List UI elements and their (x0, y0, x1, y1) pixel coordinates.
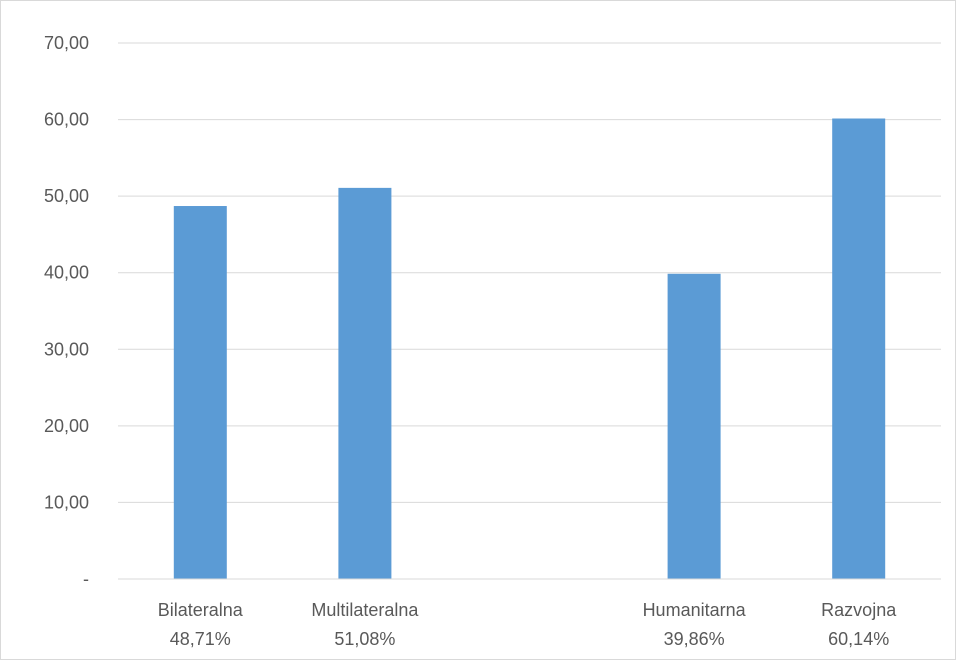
x-axis-labels: Bilateralna 48,71% Multilateralna 51,08% Hum… (158, 600, 897, 649)
y-tick-label: - (83, 569, 89, 589)
gridlines (118, 42, 941, 503)
x-category-label: Razvojna (821, 600, 897, 620)
bar-multilateralna (338, 187, 392, 579)
x-category-percent: 60,14% (828, 629, 889, 649)
y-tick-label: 20,00 (44, 416, 89, 436)
bar-razvojna (832, 118, 886, 580)
x-category-label: Bilateralna (158, 600, 244, 620)
y-tick-label: 10,00 (44, 492, 89, 512)
x-category-label: Humanitarna (643, 600, 747, 620)
bar-bilateralna (173, 206, 227, 579)
y-tick-label: 50,00 (44, 186, 89, 206)
y-tick-label: 40,00 (44, 263, 89, 283)
x-category-percent: 51,08% (334, 629, 395, 649)
x-category-percent: 39,86% (664, 629, 725, 649)
y-tick-label: 60,00 (44, 110, 89, 130)
bar-humanitarna (667, 273, 721, 579)
y-tick-label: 30,00 (44, 339, 89, 359)
x-category-label: Multilateralna (311, 600, 419, 620)
y-tick-label: 70,00 (44, 33, 89, 53)
x-category-percent: 48,71% (170, 629, 231, 649)
bars (173, 118, 886, 580)
y-axis-ticks: - 10,00 20,00 30,00 40,00 50,00 60,00 70,00 (44, 33, 89, 589)
